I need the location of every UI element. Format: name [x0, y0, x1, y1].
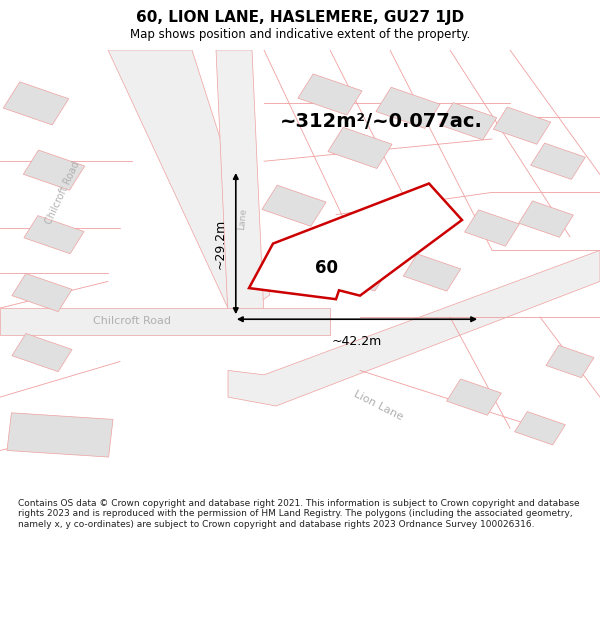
Text: Chilcroft Road: Chilcroft Road [44, 159, 82, 226]
Polygon shape [3, 82, 69, 125]
Polygon shape [546, 345, 594, 378]
Polygon shape [328, 127, 392, 169]
Polygon shape [12, 334, 72, 372]
Polygon shape [0, 308, 330, 335]
Text: Map shows position and indicative extent of the property.: Map shows position and indicative extent… [130, 28, 470, 41]
Polygon shape [23, 150, 85, 190]
Text: ~29.2m: ~29.2m [214, 219, 227, 269]
Text: 60: 60 [316, 259, 338, 277]
Polygon shape [515, 412, 565, 445]
Polygon shape [298, 74, 362, 115]
Polygon shape [530, 143, 586, 179]
Text: Chilcroft Road: Chilcroft Road [93, 316, 171, 326]
Polygon shape [228, 250, 600, 406]
Polygon shape [7, 412, 113, 457]
Polygon shape [464, 210, 520, 246]
Polygon shape [439, 102, 497, 140]
Polygon shape [376, 88, 440, 128]
Text: Lane: Lane [238, 208, 248, 231]
Polygon shape [493, 107, 551, 144]
Text: ~312m²/~0.077ac.: ~312m²/~0.077ac. [280, 112, 482, 131]
Text: Lion Lane: Lion Lane [352, 389, 404, 422]
Polygon shape [446, 379, 502, 415]
Polygon shape [12, 274, 72, 312]
Polygon shape [262, 185, 326, 226]
Polygon shape [281, 242, 331, 276]
Polygon shape [249, 184, 462, 299]
Polygon shape [331, 254, 389, 291]
Polygon shape [24, 216, 84, 254]
Text: ~42.2m: ~42.2m [332, 335, 382, 348]
Polygon shape [403, 254, 461, 291]
Text: 60, LION LANE, HASLEMERE, GU27 1JD: 60, LION LANE, HASLEMERE, GU27 1JD [136, 10, 464, 25]
Polygon shape [108, 50, 270, 308]
Text: Contains OS data © Crown copyright and database right 2021. This information is : Contains OS data © Crown copyright and d… [18, 499, 580, 529]
Polygon shape [518, 201, 574, 238]
Polygon shape [216, 50, 264, 317]
